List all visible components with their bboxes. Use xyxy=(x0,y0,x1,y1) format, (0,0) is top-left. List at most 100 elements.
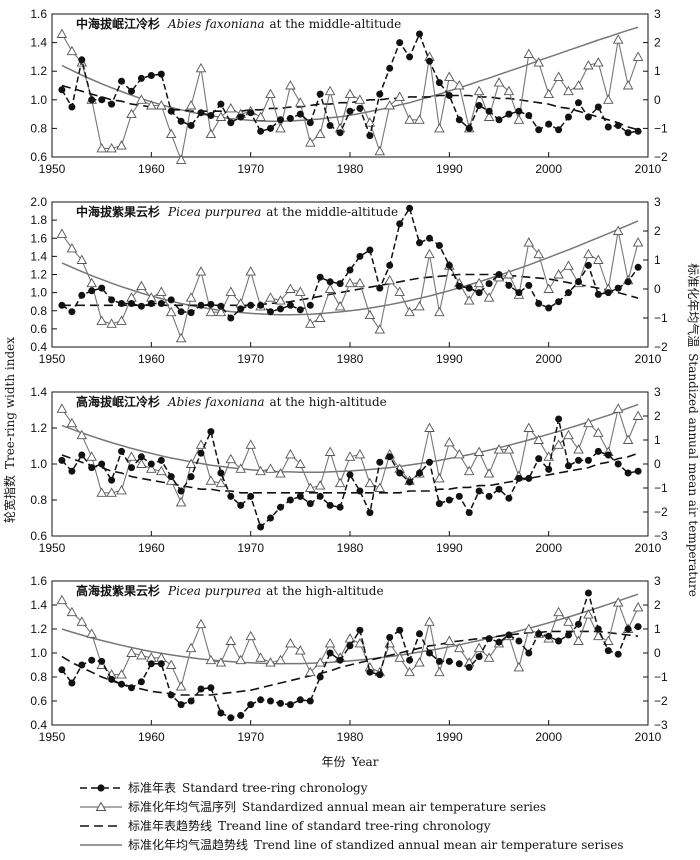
chronology-point xyxy=(386,64,394,72)
temperature-point xyxy=(215,306,227,317)
chronology-point xyxy=(108,100,116,108)
panel-title-suffix: at the high-altitude xyxy=(269,395,386,409)
temperature-point xyxy=(583,609,594,619)
x-tick-label: 1980 xyxy=(337,352,364,366)
temperature-point xyxy=(523,422,535,432)
chronology-point xyxy=(455,282,463,290)
legend-label-en: Standard tree-ring chronology xyxy=(182,781,368,795)
temperature-point xyxy=(156,286,167,296)
chronology-point xyxy=(545,120,553,128)
chronology-point xyxy=(584,261,592,269)
chronology-point xyxy=(356,626,364,634)
temperature-point xyxy=(434,306,445,317)
chronology-point xyxy=(575,99,582,107)
y-left-tick-label: 0.8 xyxy=(30,121,47,135)
y-right-tick-label: 3 xyxy=(654,385,661,399)
temperature-point xyxy=(444,71,455,81)
chronology-point xyxy=(296,696,304,704)
temperature-trend-line xyxy=(61,403,639,473)
temperature-point xyxy=(175,681,187,691)
y-left-tick-label: 1.2 xyxy=(30,268,47,282)
chronology-point xyxy=(197,685,205,693)
chronology-point xyxy=(555,126,563,134)
temperature-point xyxy=(324,283,336,293)
chronology-point xyxy=(535,630,543,638)
chronology-point xyxy=(455,492,463,500)
temperature-point xyxy=(523,623,535,633)
x-tick-label: 2000 xyxy=(535,162,562,176)
chronology-point xyxy=(118,447,125,455)
temperature-point xyxy=(364,477,376,488)
legend-label-cn: 标准化年均气温趋势线 xyxy=(128,837,248,852)
y-right-tick-label: 0 xyxy=(654,457,661,471)
temperature-point xyxy=(612,403,624,413)
chronology-point xyxy=(376,284,384,292)
temperature-point xyxy=(444,436,455,447)
chronology-point xyxy=(406,204,414,212)
chronology-point xyxy=(257,696,265,704)
legend-label-cn: 标准年表趋势线 xyxy=(128,819,212,833)
temperature-point xyxy=(434,472,445,483)
chronology-point xyxy=(634,623,642,631)
x-tick-label: 2010 xyxy=(635,352,662,366)
chronology-point xyxy=(565,113,572,121)
temperature-point xyxy=(165,128,177,139)
chronology-point xyxy=(416,630,423,638)
x-tick-label: 2000 xyxy=(535,352,562,366)
temperature-point xyxy=(454,80,465,90)
chronology-point xyxy=(565,631,572,639)
chronology-point xyxy=(366,668,374,676)
chronology-point xyxy=(515,474,523,482)
temperature-point xyxy=(215,111,227,121)
chronology-point xyxy=(177,701,185,709)
chronology-point xyxy=(217,709,225,717)
y-right-tick-label: 3 xyxy=(654,7,661,21)
chronology-point xyxy=(584,113,592,121)
chronology-point xyxy=(177,308,185,316)
chronology-point xyxy=(406,53,414,61)
temperature-point xyxy=(275,468,286,478)
temperature-point xyxy=(205,306,217,317)
temperature-point xyxy=(603,635,614,645)
chronology-point xyxy=(545,304,553,312)
temperature-point xyxy=(473,277,485,288)
chronology-point xyxy=(515,637,523,645)
temperature-point xyxy=(632,410,644,420)
temperature-point xyxy=(56,594,68,605)
chronology-point xyxy=(565,289,572,297)
legend-label-en: Trend line of standized annual mean air … xyxy=(254,838,623,852)
chronology-point xyxy=(555,637,563,645)
chronology-point xyxy=(247,492,255,500)
panel-title-species: Picea purpurea xyxy=(167,205,261,219)
x-tick-label: 2000 xyxy=(535,730,562,744)
temperature-point xyxy=(285,80,296,90)
temperature-trend-line xyxy=(61,26,639,123)
chronology-point xyxy=(396,39,404,47)
temperature-point xyxy=(354,277,366,288)
y-right-tick-label: −1 xyxy=(654,121,668,135)
temperature-point xyxy=(463,465,475,476)
chronology-point xyxy=(296,110,304,118)
x-tick-label: 1980 xyxy=(337,730,364,744)
temperature-point xyxy=(354,637,366,648)
x-tick-label: 1990 xyxy=(436,541,463,555)
x-tick-label: 2010 xyxy=(635,730,662,744)
temperature-point xyxy=(533,434,544,444)
temperature-point xyxy=(106,487,117,497)
chronology-point xyxy=(455,660,463,668)
y-left-tick-label: 1.2 xyxy=(30,622,47,636)
temperature-point xyxy=(146,100,157,110)
chronology-point xyxy=(58,666,66,674)
temperature-point xyxy=(384,100,395,110)
chronology-point xyxy=(68,467,76,475)
chronology-point xyxy=(525,112,533,119)
chronology-point xyxy=(286,301,294,309)
temperature-point xyxy=(314,480,326,490)
temperature-point xyxy=(553,606,564,617)
svg-text:轮宽指数Tree-ring width index: 轮宽指数 Tree-ring width index xyxy=(2,337,17,523)
legend-label-cn: 标准年表 xyxy=(128,781,176,795)
temperature-point xyxy=(384,274,395,285)
chronology-point xyxy=(346,266,354,274)
